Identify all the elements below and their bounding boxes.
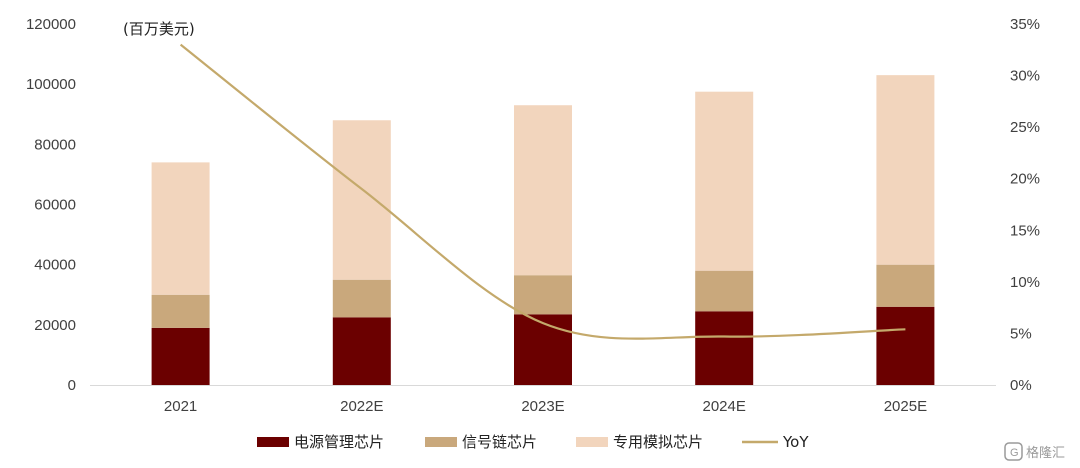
right-tick-label: 0% <box>1010 377 1032 394</box>
left-tick-label: 0 <box>68 377 76 394</box>
right-axis-ticks: 0% 5% 10% 15% 20% 25% 30% 35% <box>1010 16 1040 394</box>
left-axis-ticks: 0 20000 40000 60000 80000 100000 120000 <box>26 16 76 394</box>
bar-2022E-s2 <box>332 120 391 280</box>
legend-label-2: 专用模拟芯片 <box>613 433 703 451</box>
bar-2022E-s0 <box>332 317 391 385</box>
bar-2023E-s1 <box>514 275 572 315</box>
right-tick-label: 5% <box>1010 325 1032 342</box>
legend-swatch-1 <box>425 437 457 447</box>
right-tick-label: 25% <box>1010 119 1040 136</box>
x-tick-label: 2022E <box>340 398 383 415</box>
bar-2024E-s1 <box>695 270 754 312</box>
legend-swatch-2 <box>576 437 608 447</box>
left-tick-label: 20000 <box>34 317 76 334</box>
left-tick-label: 80000 <box>34 136 76 153</box>
unit-label: (百万美元) <box>123 20 195 38</box>
left-tick-label: 60000 <box>34 197 76 214</box>
bar-2022E-s1 <box>332 279 391 318</box>
watermark: G 格隆汇 <box>1004 442 1065 461</box>
right-tick-label: 35% <box>1010 16 1040 33</box>
x-axis-ticks: 2021 2022E 2023E 2024E 2025E <box>164 398 927 415</box>
x-tick-label: 2024E <box>703 398 746 415</box>
bar-2021-s2 <box>151 162 210 295</box>
right-tick-label: 10% <box>1010 274 1040 291</box>
bar-2023E-s2 <box>514 105 572 276</box>
yoy-line <box>179 43 906 340</box>
watermark-logo-glyph: G <box>1010 447 1019 459</box>
bar-2025E-s1 <box>876 264 935 307</box>
legend-label-yoy: YoY <box>782 433 809 451</box>
legend-swatch-0 <box>257 437 289 447</box>
bar-2021-s0 <box>151 327 210 385</box>
x-tick-label: 2021 <box>164 398 197 415</box>
bars-layer <box>151 75 935 385</box>
watermark-logo-icon <box>1004 442 1023 461</box>
bar-2025E-s0 <box>876 306 935 385</box>
legend-label-0: 电源管理芯片 <box>294 433 384 451</box>
left-tick-label: 40000 <box>34 257 76 274</box>
left-tick-label: 120000 <box>26 16 76 33</box>
legend: 电源管理芯片 信号链芯片 专用模拟芯片 YoY <box>257 433 809 451</box>
x-tick-label: 2025E <box>884 398 927 415</box>
bar-2023E-s0 <box>514 314 572 385</box>
right-tick-label: 30% <box>1010 68 1040 85</box>
bar-2021-s1 <box>151 294 210 328</box>
watermark-text: 格隆汇 <box>1026 445 1065 461</box>
right-tick-label: 15% <box>1010 222 1040 239</box>
bar-2024E-s0 <box>695 311 754 385</box>
legend-label-1: 信号链芯片 <box>462 433 537 451</box>
bar-2024E-s2 <box>695 91 754 271</box>
bar-2025E-s2 <box>876 75 935 265</box>
x-tick-label: 2023E <box>521 398 564 415</box>
left-tick-label: 100000 <box>26 76 76 93</box>
right-tick-label: 20% <box>1010 171 1040 188</box>
